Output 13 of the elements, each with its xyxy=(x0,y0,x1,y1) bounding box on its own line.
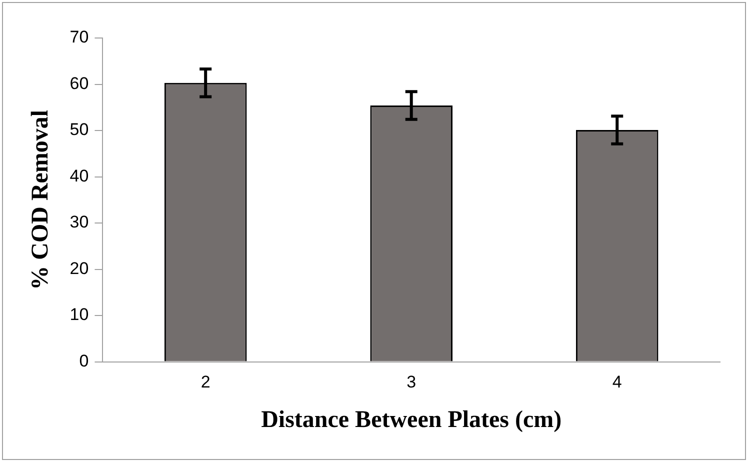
y-axis-title: % COD Removal xyxy=(28,110,54,290)
x-tick-label: 4 xyxy=(612,372,622,392)
x-tick-label: 3 xyxy=(406,372,416,392)
y-tick-label: 30 xyxy=(70,212,89,232)
y-tick-label: 40 xyxy=(70,166,89,186)
x-tick-label: 2 xyxy=(200,372,210,392)
y-tick-label: 0 xyxy=(79,351,89,370)
x-axis-title: Distance Between Plates (cm) xyxy=(261,406,562,433)
y-tick-label: 60 xyxy=(70,74,89,93)
y-tick-label: 10 xyxy=(70,305,89,324)
y-tick-label: 70 xyxy=(70,28,89,47)
y-tick-label: 20 xyxy=(70,258,89,278)
y-tick-label: 50 xyxy=(70,120,89,140)
